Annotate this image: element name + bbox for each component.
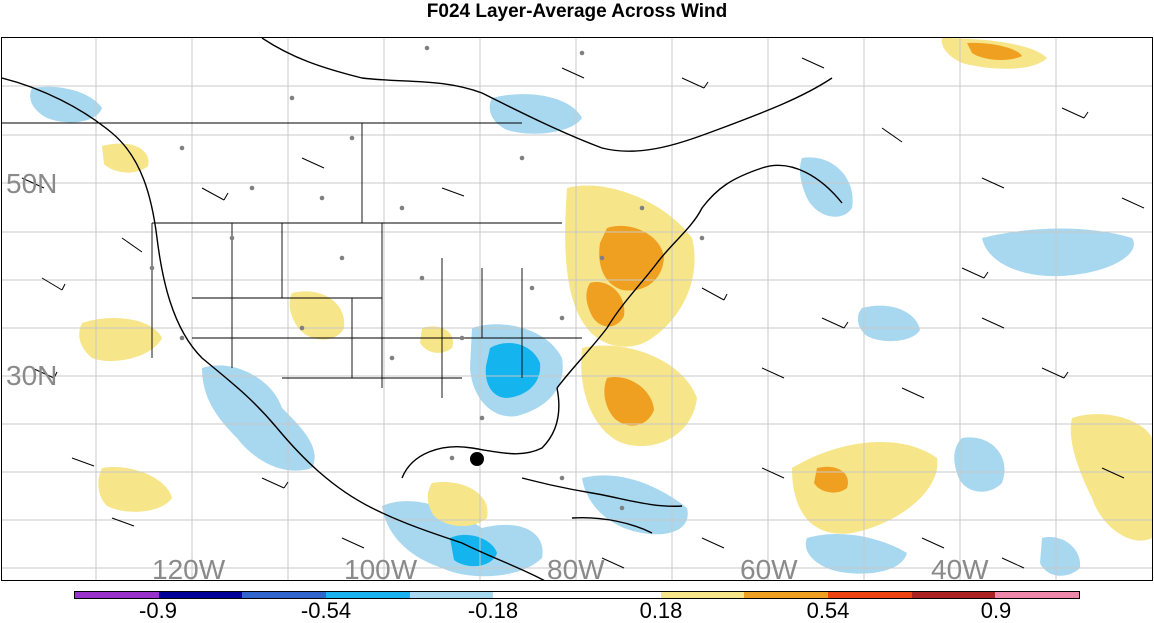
- negative-region: [857, 305, 920, 342]
- colorbar-swatch: [577, 592, 661, 598]
- colorbar-label: 0.54: [806, 598, 850, 623]
- lon-label-60w: 60W: [740, 554, 798, 581]
- shaded-field: [30, 38, 1152, 577]
- positive-region: [427, 482, 488, 527]
- positive-region: [98, 467, 172, 512]
- colorbar-swatch: [409, 592, 494, 598]
- colorbar-label: -0.54: [300, 598, 352, 623]
- positive-region: [79, 318, 162, 362]
- lat-label-50n: 50N: [6, 168, 58, 199]
- colorbar-label: 0.18: [639, 598, 683, 623]
- negative-region: [982, 228, 1134, 277]
- positive-region: [792, 441, 938, 534]
- colorbar-swatch: [911, 592, 996, 598]
- colorbar-swatch: [660, 592, 745, 598]
- political-borders: [2, 122, 582, 398]
- lon-label-100w: 100W: [344, 554, 418, 581]
- colorbar-swatch: [995, 592, 1080, 598]
- chart-title: F024 Layer-Average Across Wind: [426, 1, 728, 22]
- coastlines: [2, 38, 843, 580]
- station-markers: [149, 45, 705, 511]
- lon-label-40w: 40W: [931, 554, 989, 581]
- map-panel[interactable]: 50N 30N 120W 100W 80W 60W 40W: [1, 37, 1153, 581]
- negative-region: [202, 365, 315, 471]
- lon-label-120w: 120W: [152, 554, 226, 581]
- positive-region-core: [814, 466, 848, 493]
- positive-region-core: [604, 377, 654, 426]
- colorbar: [74, 591, 1080, 599]
- wind-barbs: [21, 57, 1145, 569]
- location-marker: [470, 452, 484, 466]
- negative-region-core: [485, 343, 541, 398]
- colorbar-label: -0.9: [139, 598, 177, 623]
- colorbar-swatch: [493, 592, 578, 598]
- colorbar-swatch: [828, 592, 912, 598]
- lat-label-30n: 30N: [6, 360, 58, 391]
- negative-region: [805, 533, 907, 574]
- negative-region: [954, 437, 1005, 492]
- map-canvas: [2, 38, 1152, 580]
- positive-region: [420, 326, 453, 353]
- colorbar-label: -0.18: [467, 598, 519, 623]
- colorbar-swatch: [242, 592, 327, 598]
- colorbar-swatch: [75, 592, 159, 598]
- positive-region-core: [967, 42, 1022, 60]
- negative-region: [489, 94, 582, 134]
- positive-region: [289, 291, 345, 340]
- colorbar-swatch: [158, 592, 243, 598]
- colorbar-swatch: [744, 592, 829, 598]
- graticule: [2, 38, 1152, 580]
- negative-region: [1040, 537, 1081, 576]
- positive-region: [1070, 414, 1152, 541]
- positive-region: [102, 143, 149, 173]
- colorbar-label: 0.9: [980, 598, 1012, 623]
- colorbar-swatch: [326, 592, 410, 598]
- lon-label-80w: 80W: [547, 554, 605, 581]
